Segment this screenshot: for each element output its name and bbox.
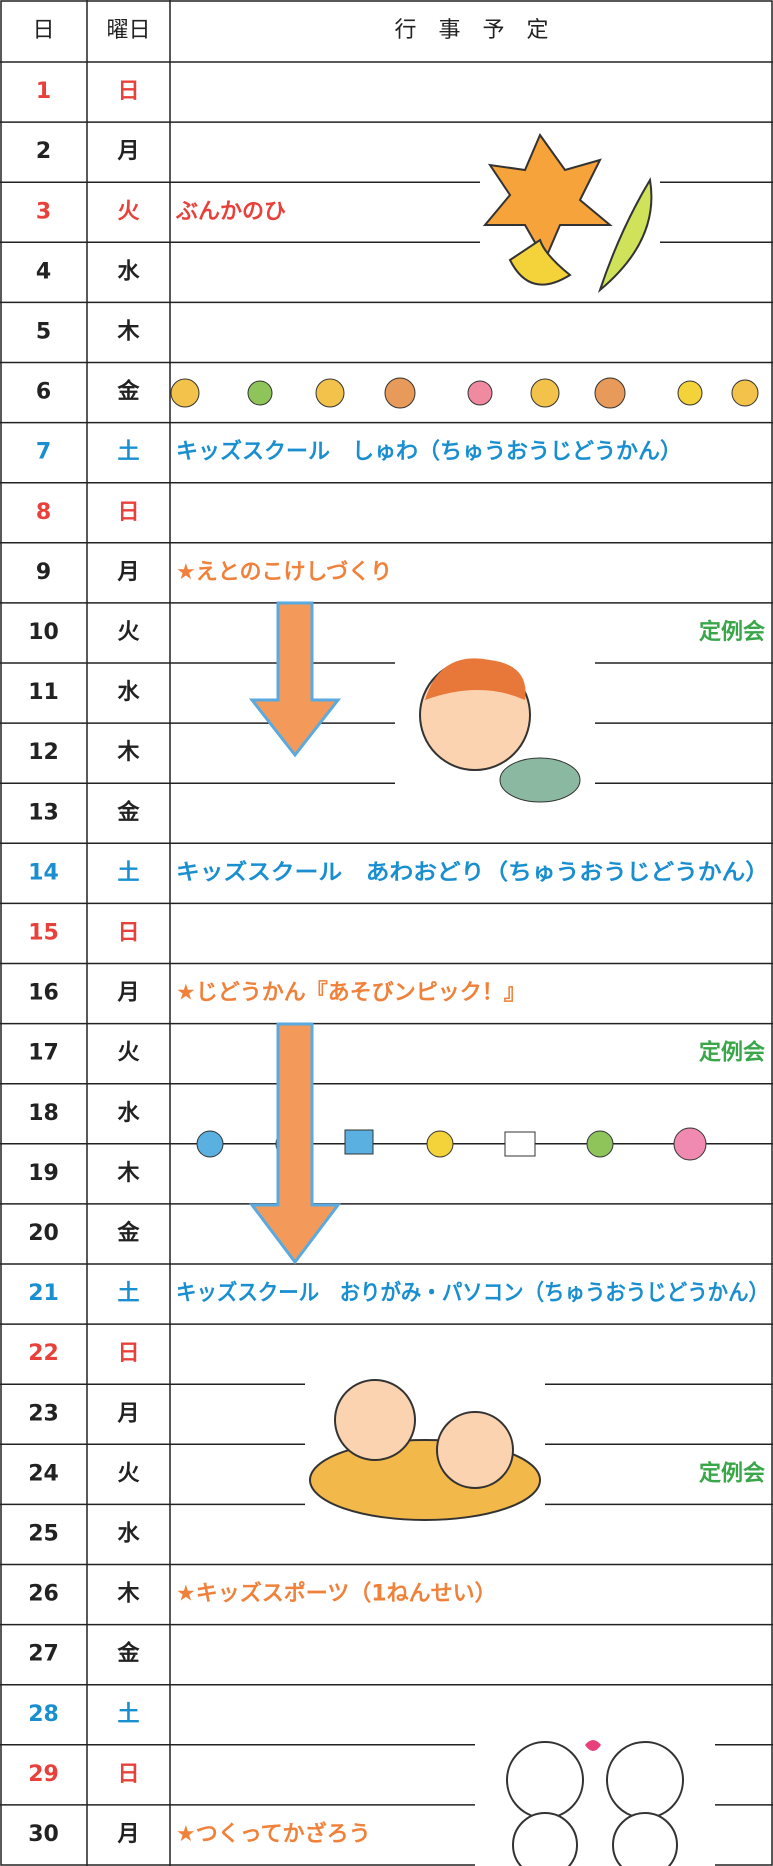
weekday: 土	[117, 1702, 139, 1727]
day: 29	[28, 1762, 59, 1787]
day: 10	[28, 620, 59, 645]
header-cell: 曜日	[106, 18, 150, 43]
weekday: 金	[116, 1641, 140, 1667]
weekday: 木	[116, 1582, 140, 1607]
day: 2	[36, 139, 51, 164]
weekday: 木	[116, 740, 140, 765]
day: 6	[36, 380, 51, 405]
event: キッズスクール おりがみ・パソコン（ちゅうおうじどうかん）	[176, 1280, 769, 1306]
day: 19	[28, 1161, 59, 1186]
event: キッズスクール あわおどり（ちゅうおうじどうかん）	[176, 859, 769, 885]
day: 3	[36, 199, 51, 224]
day: 27	[28, 1642, 59, 1667]
note: 定例会	[699, 1460, 765, 1486]
event: ★じどうかん『あそびンピック！』	[176, 980, 526, 1006]
day: 7	[36, 440, 51, 465]
weekday: 水	[117, 259, 140, 284]
weekday: 火	[117, 620, 139, 645]
day: 18	[28, 1101, 59, 1126]
weekday: 火	[117, 1041, 139, 1066]
weekday: 金	[116, 1220, 140, 1246]
table-text: 日 曜日 行 事 予 定 1 日 2 月 3 火 ぶんかのひ 4 水 5 木 6 金 7 土 キッズスクール しゅわ…	[28, 18, 769, 1847]
weekday: 月	[116, 560, 139, 585]
day: 26	[28, 1582, 59, 1607]
weekday: 木	[116, 1161, 140, 1186]
day: 16	[28, 981, 59, 1006]
weekday: 土	[117, 1281, 139, 1306]
event: ★キッズスポーツ（1ねんせい）	[176, 1581, 497, 1607]
snowman	[506, 1741, 584, 1819]
day: 21	[28, 1281, 59, 1306]
day: 22	[28, 1341, 59, 1366]
snowman	[612, 1812, 678, 1866]
day: 23	[28, 1401, 59, 1426]
clay	[499, 757, 581, 803]
weekday: 火	[117, 199, 139, 224]
day: 17	[28, 1041, 59, 1066]
weekday: 月	[116, 1401, 139, 1426]
day: 24	[28, 1461, 59, 1486]
day: 15	[28, 920, 59, 945]
decoration-strip	[170, 377, 759, 409]
weekday: 水	[117, 1521, 140, 1546]
day: 13	[28, 800, 59, 825]
snowman	[512, 1812, 578, 1866]
header-cell: 日	[32, 18, 54, 43]
ginkgo-leaf	[508, 238, 572, 286]
event: キッズスクール しゅわ（ちゅうおうじどうかん）	[176, 439, 682, 465]
weekday: 月	[116, 1822, 139, 1847]
day: 12	[28, 740, 59, 765]
day: 1	[36, 79, 51, 104]
event: ★つくってかざろう	[176, 1821, 371, 1847]
weekday: 日	[117, 1341, 139, 1366]
child-face	[334, 1379, 416, 1461]
leaf	[597, 177, 653, 294]
weekday: 金	[116, 799, 140, 825]
weekday: 土	[117, 440, 139, 465]
child-face	[436, 1411, 514, 1489]
weekday: 土	[117, 860, 139, 885]
weekday: 月	[116, 981, 139, 1006]
heart	[585, 1740, 601, 1751]
day: 14	[28, 860, 59, 885]
day: 8	[36, 500, 51, 525]
weekday: 火	[117, 1461, 139, 1486]
arrow	[248, 1022, 342, 1265]
note: 定例会	[699, 1040, 765, 1066]
day: 4	[36, 259, 51, 284]
weekday: 日	[117, 79, 139, 104]
weekday: 金	[116, 379, 140, 405]
child-hair	[425, 658, 526, 700]
arrow	[248, 601, 342, 758]
day: 11	[28, 680, 59, 705]
day: 30	[28, 1822, 59, 1847]
weekday: 水	[117, 680, 140, 705]
illustrations	[170, 125, 759, 1866]
day: 9	[36, 560, 51, 585]
note: 定例会	[699, 619, 765, 645]
weekday: 日	[117, 920, 139, 945]
event: ★えとのこけしづくり	[176, 560, 392, 585]
day: 25	[28, 1521, 59, 1546]
day: 5	[36, 319, 51, 344]
day: 20	[28, 1221, 59, 1246]
header-cell: 行 事 予 定	[394, 18, 548, 43]
weekday: 木	[116, 319, 140, 344]
weekday: 日	[117, 1762, 139, 1787]
event: ぶんかのひ	[175, 199, 286, 224]
weekday: 月	[116, 139, 139, 164]
day: 28	[28, 1702, 59, 1727]
weekday: 水	[117, 1101, 140, 1126]
snowman	[606, 1741, 684, 1819]
weekday: 日	[117, 500, 139, 525]
